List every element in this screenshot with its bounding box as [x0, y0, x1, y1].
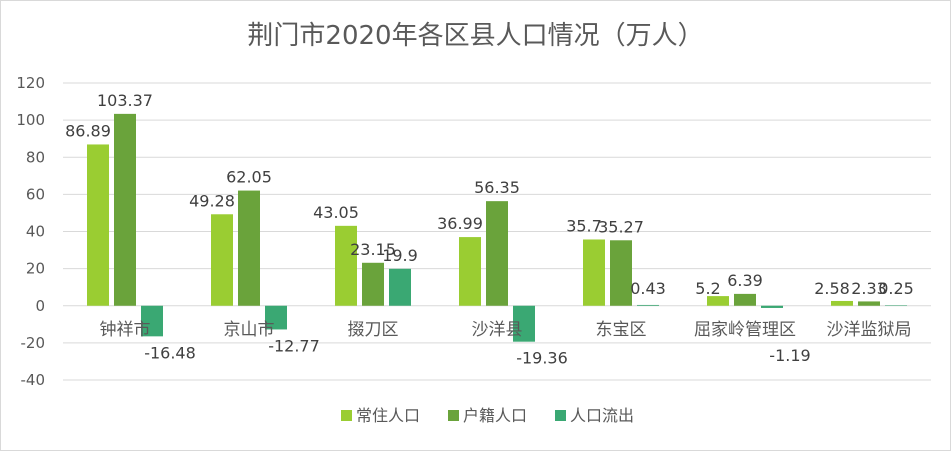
bar — [858, 301, 880, 306]
bar — [211, 214, 233, 306]
category-label: 京山市 — [224, 320, 275, 340]
y-tick-label: 100 — [16, 111, 45, 129]
bar — [831, 300, 853, 306]
chart-title: 荆门市2020年各区县人口情况（万人） — [247, 21, 704, 51]
bar — [734, 293, 756, 306]
category-label: 钟祥市 — [100, 320, 151, 340]
data-label: -16.48 — [144, 343, 196, 362]
data-label: 0.43 — [630, 279, 666, 298]
y-tick-label: 80 — [26, 148, 45, 166]
data-label: 35.7 — [566, 216, 602, 235]
data-label: 49.28 — [189, 191, 235, 210]
data-label: 0.25 — [878, 279, 914, 298]
y-tick-label: 60 — [26, 185, 45, 203]
category-label: 沙洋监狱局 — [827, 320, 912, 340]
data-label: 2.33 — [851, 279, 887, 298]
data-label: 86.89 — [65, 121, 111, 140]
bar — [87, 144, 109, 306]
legend-swatch — [448, 410, 459, 421]
legend-swatch — [341, 410, 352, 421]
bar — [761, 305, 783, 308]
bar — [459, 237, 481, 306]
legend-swatch — [555, 410, 566, 421]
data-label: 5.2 — [695, 279, 720, 298]
category-label: 东宝区 — [596, 320, 647, 340]
legend-entry: 人口流出 — [570, 406, 634, 425]
data-label: 43.05 — [313, 203, 359, 222]
y-tick-label: 20 — [26, 260, 45, 278]
data-label: -19.36 — [516, 349, 568, 368]
category-label: 屈家岭管理区 — [694, 320, 796, 340]
data-label: 35.27 — [598, 217, 644, 236]
bar — [362, 262, 384, 306]
bar — [335, 225, 357, 306]
category-label: 掇刀区 — [348, 320, 399, 340]
y-tick-label: 120 — [16, 74, 45, 92]
y-tick-label: 0 — [35, 297, 45, 315]
data-label: 36.99 — [437, 214, 483, 233]
bar — [389, 268, 411, 306]
bar — [238, 190, 260, 306]
category-label: 沙洋县 — [472, 320, 523, 340]
bar — [583, 239, 605, 306]
bar — [885, 305, 907, 306]
legend-entry: 户籍人口 — [463, 406, 527, 425]
data-label: 56.35 — [474, 178, 520, 197]
data-label: 23.15 — [350, 240, 396, 259]
data-label: -1.19 — [769, 346, 810, 365]
data-label: 62.05 — [226, 168, 272, 187]
data-label: 6.39 — [727, 271, 763, 290]
data-label: 2.58 — [814, 279, 850, 298]
y-tick-label: -40 — [21, 371, 46, 389]
legend-entry: 常住人口 — [356, 406, 420, 425]
bar — [486, 201, 508, 306]
data-label: 103.37 — [97, 91, 153, 110]
bar — [637, 304, 659, 306]
y-tick-label: -20 — [21, 334, 46, 352]
bar — [610, 240, 632, 306]
bar — [265, 305, 287, 330]
y-tick-label: 40 — [26, 223, 45, 241]
bar — [513, 305, 535, 342]
bar — [707, 296, 729, 306]
data-label: -12.77 — [268, 336, 320, 355]
data-label: 19.9 — [382, 246, 418, 265]
bar — [141, 305, 163, 337]
bar — [114, 113, 136, 306]
